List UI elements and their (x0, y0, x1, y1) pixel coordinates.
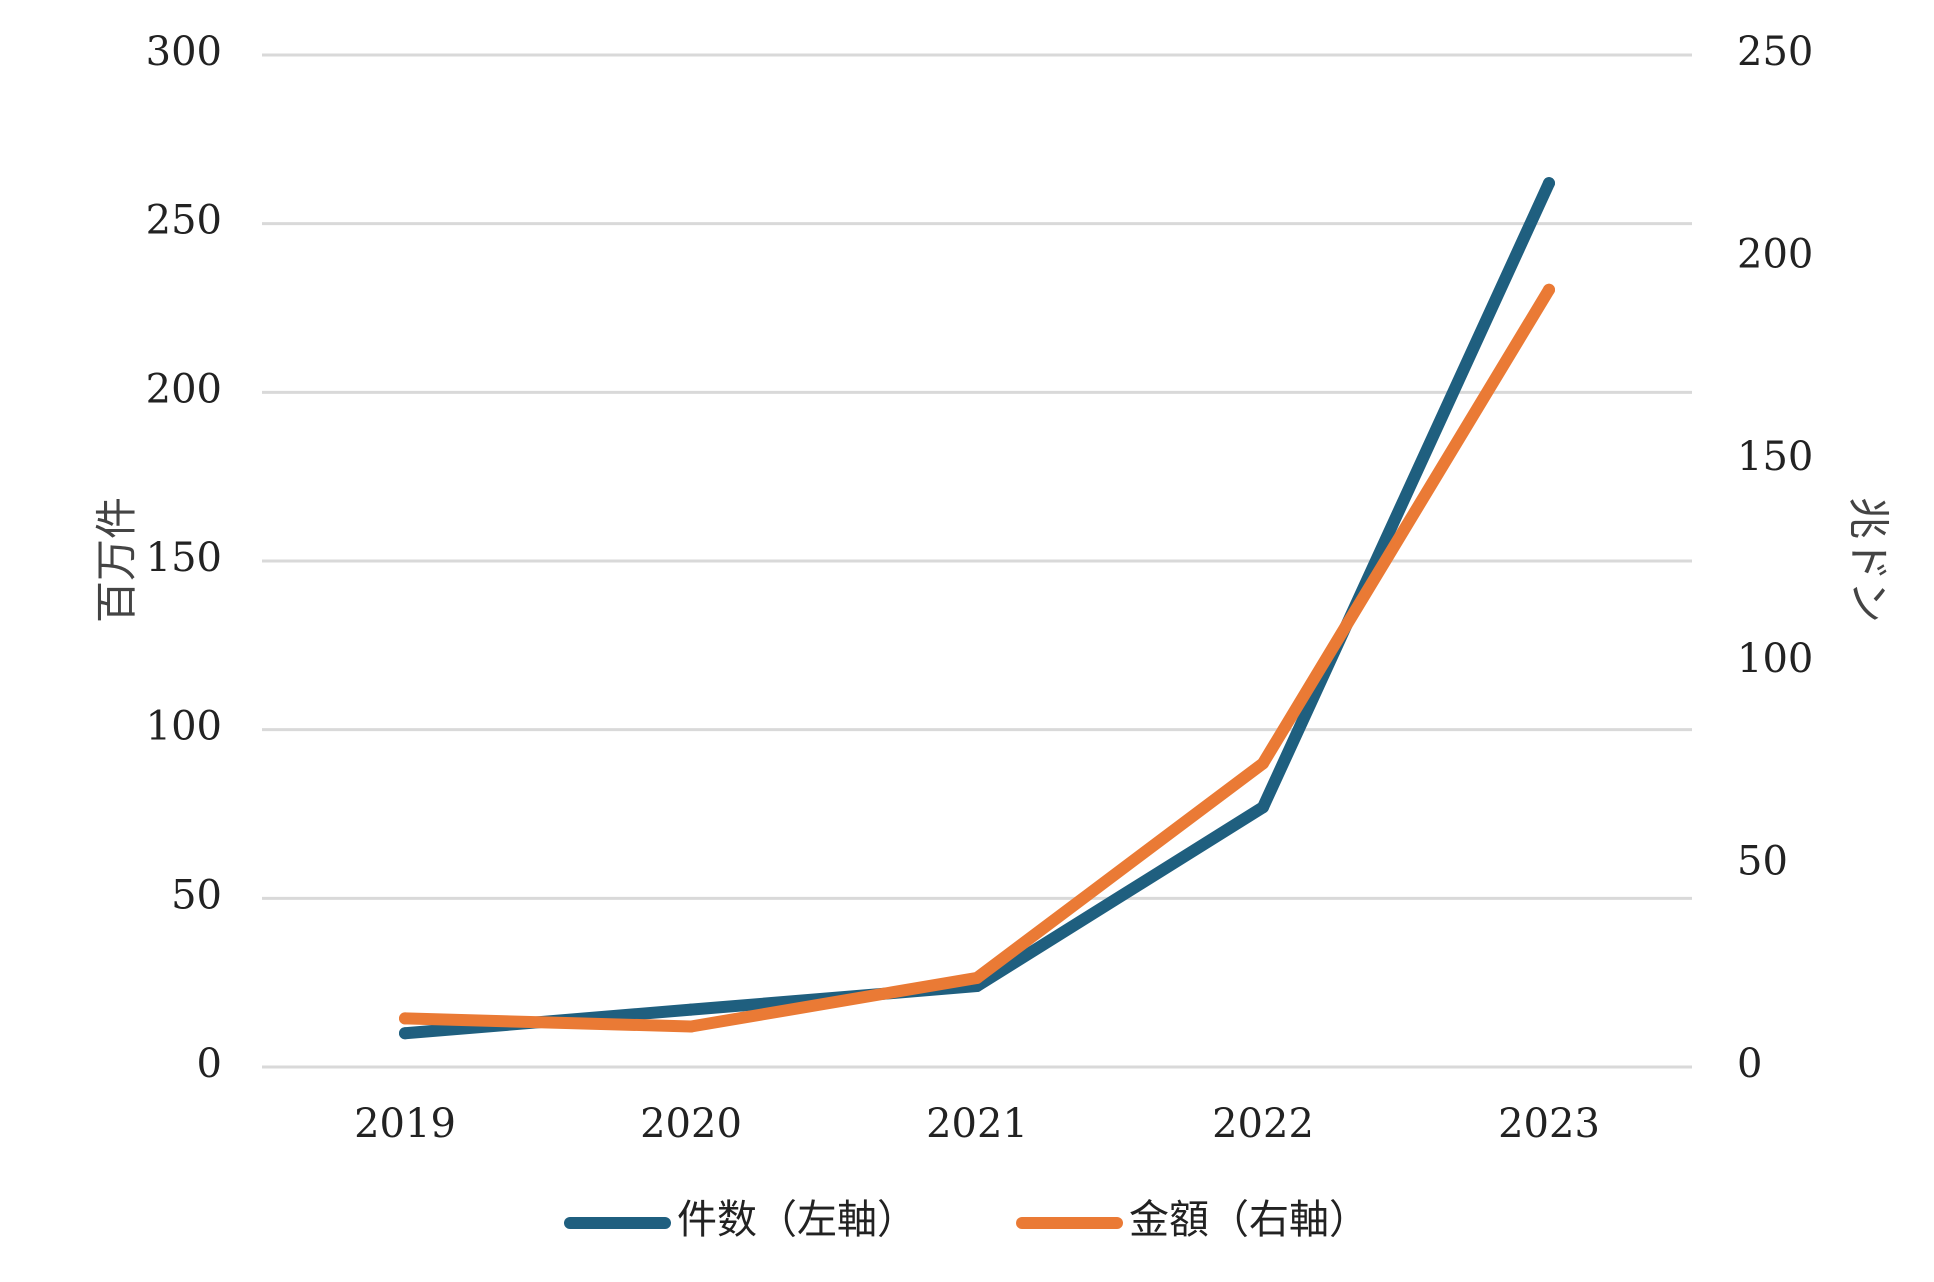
data-point (399, 1027, 411, 1040)
left-axis-title: 百万件 (92, 497, 141, 623)
x-tick-label: 2022 (1212, 1101, 1314, 1147)
data-point (399, 1012, 411, 1025)
x-tick-label: 2020 (640, 1101, 742, 1147)
data-point (971, 971, 983, 984)
series-line-0 (399, 177, 1555, 1040)
right-tick-label: 150 (1737, 434, 1813, 480)
data-point (685, 1020, 697, 1033)
left-axis-ticks: 0 50 100 150 200 250 300 (146, 29, 222, 1087)
right-tick-label: 100 (1737, 636, 1813, 682)
left-tick-label: 150 (146, 535, 222, 581)
right-tick-label: 250 (1737, 29, 1813, 75)
x-axis-ticks: 2019 2020 2021 2022 2023 (354, 1101, 1600, 1147)
left-tick-label: 300 (146, 29, 222, 75)
right-tick-label: 200 (1737, 231, 1813, 277)
left-tick-label: 200 (146, 366, 222, 412)
data-point (685, 1003, 697, 1016)
data-point (1257, 757, 1269, 770)
right-tick-label: 50 (1737, 839, 1788, 885)
series-lines (399, 177, 1555, 1040)
legend-label: 件数（左軸） (677, 1197, 917, 1243)
right-axis-ticks: 0 50 100 150 200 250 (1737, 29, 1813, 1087)
left-tick-label: 100 (146, 704, 222, 750)
x-tick-label: 2021 (926, 1101, 1028, 1147)
gridlines (262, 53, 1692, 1069)
x-tick-label: 2019 (354, 1101, 456, 1147)
data-point (1543, 177, 1555, 190)
legend: 件数（左軸） 金額（右軸） (564, 1197, 1369, 1243)
left-tick-label: 0 (197, 1041, 222, 1087)
x-tick-label: 2023 (1498, 1101, 1600, 1147)
data-point (1543, 283, 1555, 296)
data-point (1257, 801, 1269, 814)
left-tick-label: 50 (171, 872, 222, 918)
series-line-1 (399, 283, 1555, 1033)
right-axis-title: 兆ドン (1844, 497, 1893, 623)
left-tick-label: 250 (146, 198, 222, 244)
legend-label: 金額（右軸） (1129, 1197, 1369, 1243)
right-tick-label: 0 (1737, 1041, 1762, 1087)
